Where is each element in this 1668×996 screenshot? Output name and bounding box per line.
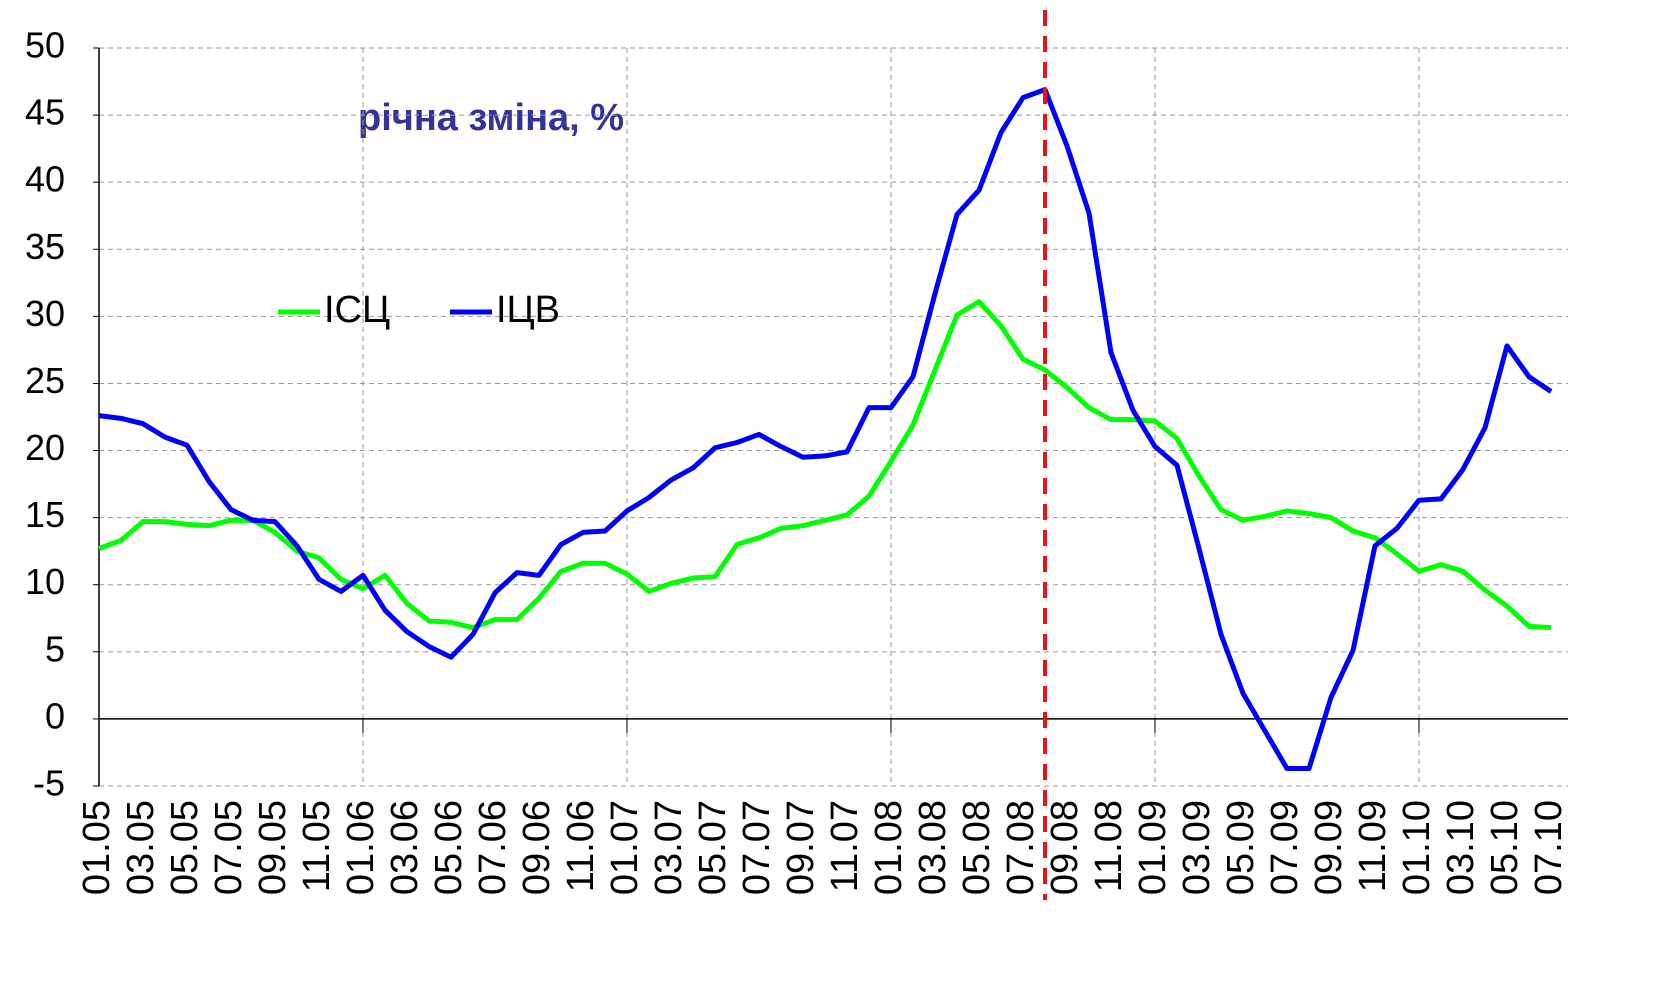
- x-tick-label: 07.08: [1000, 800, 1042, 895]
- y-tick-label: -5: [33, 763, 65, 804]
- x-tick-label: 03.07: [648, 800, 690, 895]
- legend-label: ІЦВ: [496, 289, 560, 331]
- x-tick-label: 09.06: [516, 800, 558, 895]
- x-tick-label: 03.05: [120, 800, 162, 895]
- y-tick-label: 25: [25, 360, 65, 401]
- x-tick-label: 11.09: [1352, 800, 1394, 892]
- x-tick-label: 03.09: [1176, 800, 1218, 895]
- x-tick-label: 11.07: [824, 800, 866, 892]
- x-tick-label: 03.08: [912, 800, 954, 895]
- y-tick-label: 50: [25, 25, 65, 66]
- x-tick-label: 01.10: [1396, 800, 1438, 895]
- x-tick-label: 09.05: [252, 800, 294, 895]
- y-tick-label: 0: [45, 695, 65, 736]
- series-line: [98, 87, 1553, 772]
- x-tick-label: 11.06: [560, 800, 602, 892]
- x-tick-label: 03.10: [1440, 800, 1482, 895]
- x-tick-label: 11.08: [1088, 800, 1130, 892]
- y-tick-label: 40: [25, 159, 65, 200]
- series-line: [98, 299, 1552, 631]
- x-tick-label: 05.07: [692, 800, 734, 895]
- x-tick-label: 03.06: [384, 800, 426, 895]
- y-tick-label: 35: [25, 226, 65, 267]
- x-tick-label: 05.06: [428, 800, 470, 895]
- legend-label: ІСЦ: [324, 289, 390, 331]
- y-tick-label: 5: [45, 628, 65, 669]
- x-tick-label: 07.10: [1528, 800, 1570, 895]
- x-tick-label: 01.05: [76, 800, 118, 895]
- x-tick-label: 01.08: [868, 800, 910, 895]
- y-tick-label: 10: [25, 561, 65, 602]
- x-tick-label: 09.08: [1044, 800, 1086, 895]
- x-tick-label: 01.07: [604, 800, 646, 895]
- x-tick-label: 05.08: [956, 800, 998, 895]
- y-tick-label: 30: [25, 293, 65, 334]
- x-tick-label: 05.09: [1220, 800, 1262, 895]
- x-tick-label: 09.09: [1308, 800, 1350, 895]
- x-tick-label: 05.10: [1484, 800, 1526, 895]
- x-tick-label: 01.09: [1132, 800, 1174, 895]
- y-tick-label: 20: [25, 427, 65, 468]
- x-tick-label: 05.05: [164, 800, 206, 895]
- y-tick-label: 45: [25, 92, 65, 133]
- x-tick-label: 07.06: [472, 800, 514, 895]
- x-tick-label: 01.06: [340, 800, 382, 895]
- annotation: річна зміна, %: [358, 97, 624, 139]
- x-tick-label: 07.05: [208, 800, 250, 895]
- x-tick-label: 11.05: [296, 800, 338, 892]
- x-tick-label: 07.09: [1264, 800, 1306, 895]
- x-tick-label: 07.07: [736, 800, 778, 895]
- y-tick-label: 15: [25, 494, 65, 535]
- x-tick-label: 09.07: [780, 800, 822, 895]
